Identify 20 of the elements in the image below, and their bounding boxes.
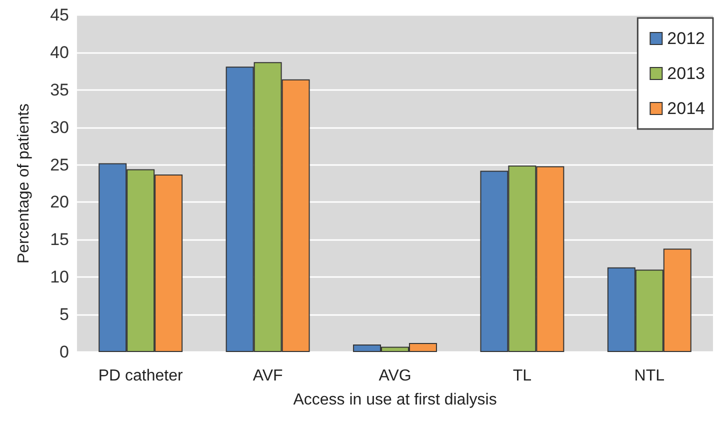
y-tick-label: 20 (50, 192, 69, 212)
y-axis-title: Percentage of patients (16, 103, 32, 264)
y-tick-label: 15 (50, 230, 69, 250)
y-tick-label: 5 (60, 305, 69, 324)
y-tick-label: 25 (50, 155, 69, 174)
x-tick-label: PD catheter (98, 368, 184, 384)
y-tick-label: 45 (50, 6, 69, 24)
x-tick-label: TL (512, 368, 532, 384)
y-tick-label: 40 (50, 42, 69, 62)
legend-label: 2013 (667, 64, 706, 83)
legend-label: 2014 (667, 99, 706, 118)
y-tick-label: 30 (50, 118, 69, 137)
y-tick-label: 35 (50, 80, 69, 100)
x-axis-title: Access in use at first dialysis (293, 392, 497, 408)
y-tick-label: 0 (60, 342, 69, 362)
y-tick-label: 10 (50, 268, 69, 287)
x-tick-label: AVF (252, 368, 283, 384)
legend-label: 2012 (667, 29, 706, 48)
x-tick-label: AVG (378, 368, 412, 384)
x-tick-label: NTL (634, 368, 665, 384)
